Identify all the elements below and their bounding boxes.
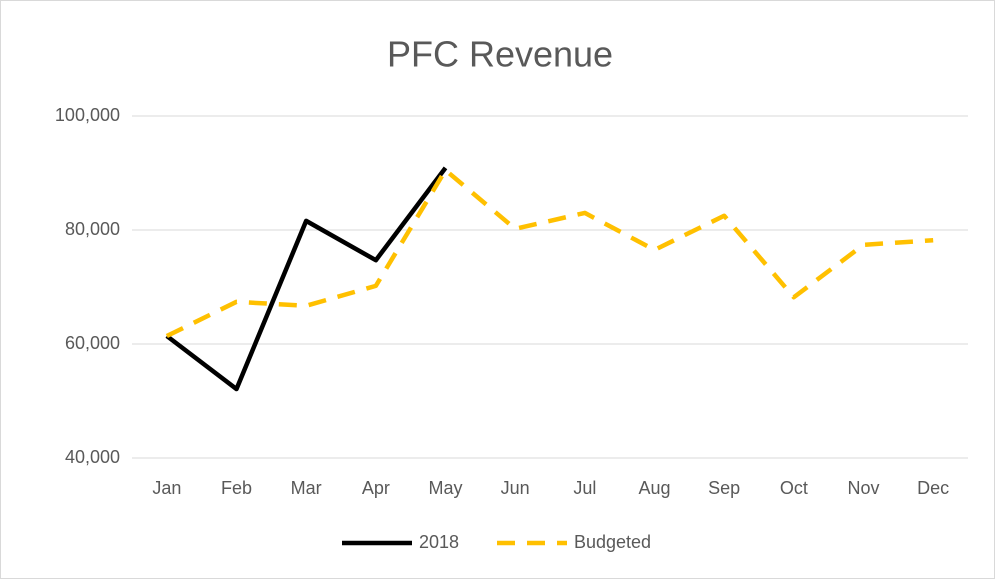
series-line [165, 167, 934, 339]
x-tick-label: Dec [917, 478, 949, 498]
x-tick-label: Jul [573, 478, 596, 498]
x-tick-label: Apr [362, 478, 390, 498]
legend-label: 2018 [419, 532, 459, 552]
x-tick-label: Oct [780, 478, 808, 498]
x-tick-label: Jun [501, 478, 530, 498]
y-tick-label: 100,000 [55, 105, 120, 125]
x-tick-label: May [428, 478, 462, 498]
x-tick-label: Aug [638, 478, 670, 498]
x-tick-label: Nov [847, 478, 879, 498]
legend-label: Budgeted [574, 532, 651, 552]
y-tick-label: 60,000 [65, 333, 120, 353]
y-tick-label: 40,000 [65, 447, 120, 467]
y-tick-label: 80,000 [65, 219, 120, 239]
chart-title: PFC Revenue [387, 34, 613, 75]
x-tick-label: Feb [221, 478, 252, 498]
x-tick-label: Mar [291, 478, 322, 498]
series-line [165, 166, 448, 392]
x-tick-label: Sep [708, 478, 740, 498]
x-tick-label: Jan [152, 478, 181, 498]
